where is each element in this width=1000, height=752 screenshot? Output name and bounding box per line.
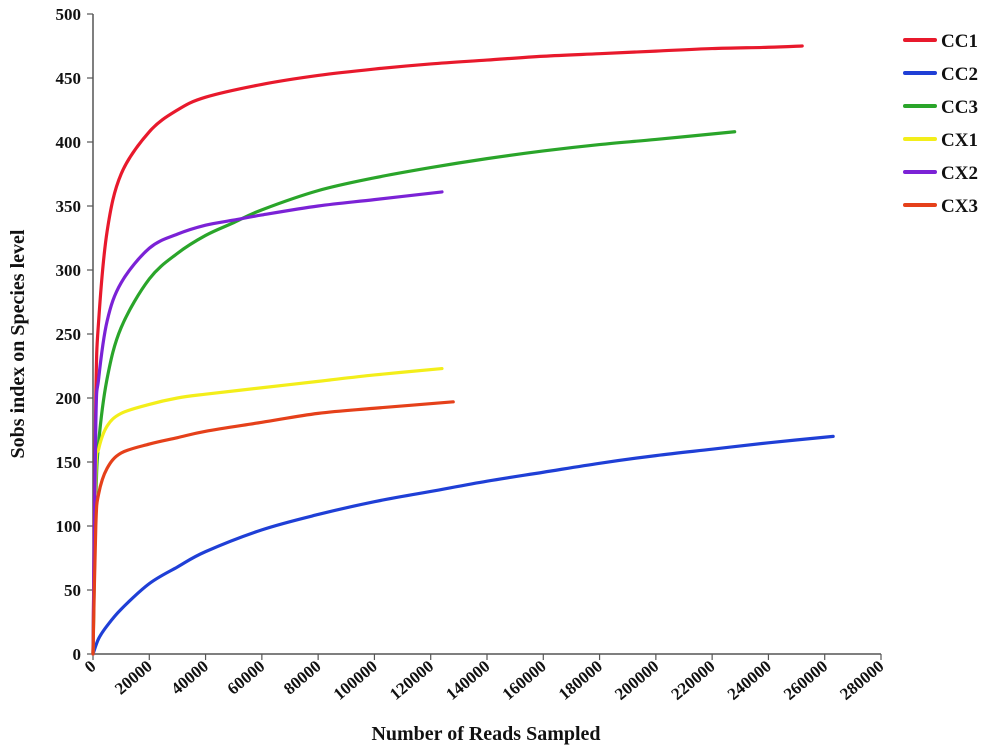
y-ticks: 0 50 100 150 200 250 300 350 400 450 500 [56, 5, 93, 664]
series-line-cx1 [91, 366, 444, 656]
series-line-cx2 [91, 190, 444, 656]
legend-label-cc1: CC1 [941, 31, 978, 52]
series-line-cc1 [91, 44, 804, 656]
x-tick-label: 80000 [280, 657, 325, 699]
legend-label-cc3: CC3 [941, 97, 978, 118]
series-line-cx3 [91, 400, 455, 656]
y-tick-label: 100 [56, 517, 82, 536]
x-tick-label: 40000 [167, 657, 212, 699]
axes [92, 14, 881, 655]
y-tick-label: 350 [56, 197, 82, 216]
legend-label-cc2: CC2 [941, 64, 978, 85]
x-tick-label: 220000 [667, 657, 718, 704]
x-tick-label: 20000 [111, 657, 156, 699]
x-ticks: 0 20000 40000 60000 80000 100000 120000 140000 1… [81, 654, 888, 704]
y-tick-label: 450 [56, 69, 82, 88]
x-tick-label: 240000 [724, 657, 775, 704]
x-tick-label: 180000 [555, 657, 606, 704]
x-tick-label: 200000 [611, 657, 662, 704]
y-tick-label: 300 [56, 261, 82, 280]
y-tick-label: 250 [56, 325, 82, 344]
x-tick-label: 280000 [836, 657, 887, 704]
series-lines [91, 44, 835, 656]
x-tick-label: 160000 [499, 657, 550, 704]
x-axis-title: Number of Reads Sampled [371, 723, 600, 745]
series-line-cc2 [91, 434, 835, 656]
y-axis-title: Sobs index on Species level [7, 229, 29, 458]
y-tick-label: 200 [56, 389, 82, 408]
legend-label-cx2: CX2 [941, 163, 978, 184]
y-tick-label: 150 [56, 453, 82, 472]
series-line-cc3 [91, 130, 737, 656]
legend-label-cx1: CX1 [941, 130, 978, 151]
legend: CC1 CC2 CC3 CX1 CX2 CX3 [903, 31, 978, 217]
x-tick-label: 140000 [442, 657, 493, 704]
legend-label-cx3: CX3 [941, 196, 978, 217]
y-tick-label: 500 [56, 5, 82, 24]
x-tick-label: 0 [81, 657, 100, 677]
x-tick-label: 100000 [330, 657, 381, 704]
x-tick-label: 260000 [780, 657, 831, 704]
y-tick-label: 50 [64, 581, 81, 600]
y-tick-label: 0 [73, 645, 82, 664]
x-tick-label: 60000 [224, 657, 269, 699]
x-tick-label: 120000 [386, 657, 437, 704]
y-tick-label: 400 [56, 133, 82, 152]
